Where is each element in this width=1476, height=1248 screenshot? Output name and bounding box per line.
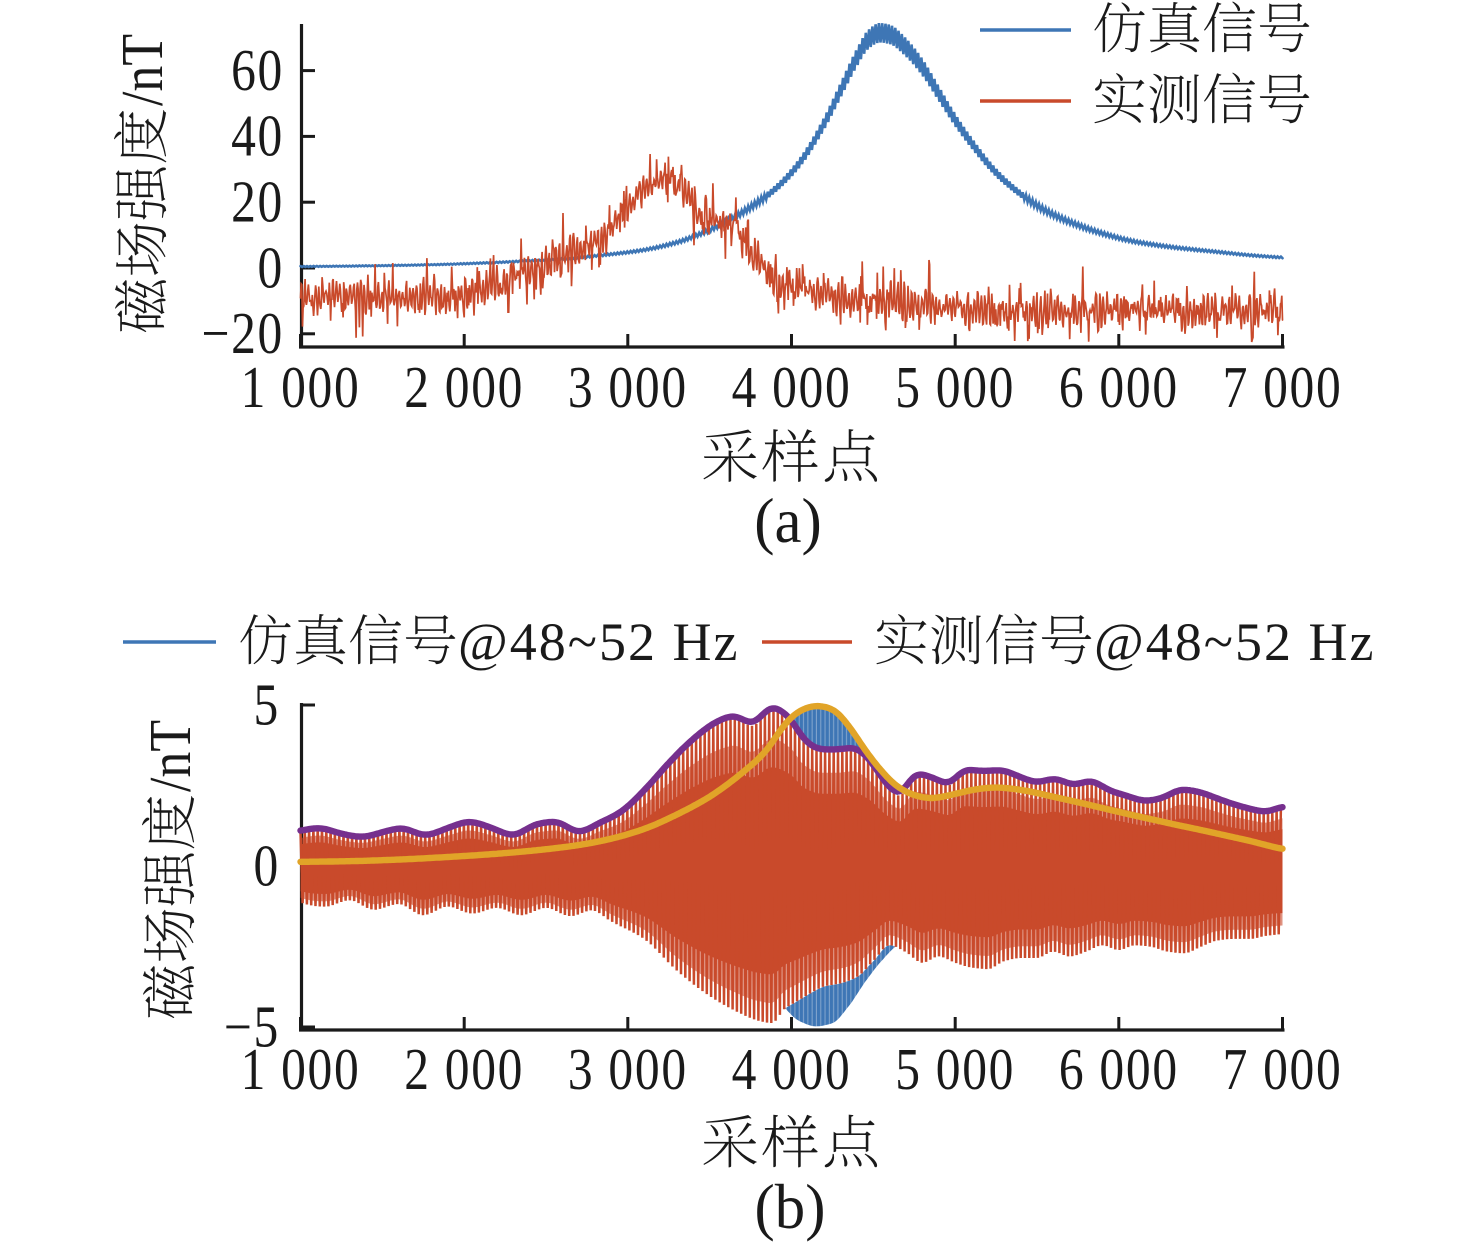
svg-text:20: 20 (231, 168, 284, 234)
svg-text:5 000: 5 000 (895, 1036, 1015, 1102)
svg-text:40: 40 (231, 103, 284, 169)
svg-text:@48~52 Hz: @48~52 Hz (458, 612, 739, 672)
svg-text:3 000: 3 000 (568, 1036, 688, 1102)
svg-text:1 000: 1 000 (241, 1036, 361, 1102)
svg-text:5: 5 (254, 671, 280, 737)
svg-text:0: 0 (254, 832, 280, 898)
svg-text:2 000: 2 000 (404, 1036, 524, 1102)
svg-text:4 000: 4 000 (732, 1036, 852, 1102)
svg-text:(a): (a) (754, 485, 821, 557)
svg-text:6 000: 6 000 (1059, 354, 1179, 420)
svg-text:/nT: /nT (110, 34, 176, 106)
svg-text:@48~52 Hz: @48~52 Hz (1094, 612, 1375, 672)
svg-text:6 000: 6 000 (1059, 1036, 1179, 1102)
svg-text:7 000: 7 000 (1223, 354, 1343, 420)
svg-text:60: 60 (231, 37, 284, 103)
svg-text:7 000: 7 000 (1223, 1036, 1343, 1102)
svg-text:(b): (b) (755, 1171, 826, 1243)
svg-text:−20: −20 (201, 300, 284, 366)
svg-text:5 000: 5 000 (895, 354, 1015, 420)
svg-text:1 000: 1 000 (241, 354, 361, 420)
svg-text:0: 0 (258, 234, 284, 300)
svg-text:3 000: 3 000 (568, 354, 688, 420)
svg-text:−5: −5 (224, 993, 280, 1059)
svg-text:2 000: 2 000 (404, 354, 524, 420)
svg-text:/nT: /nT (138, 720, 204, 792)
svg-text:4 000: 4 000 (732, 354, 852, 420)
